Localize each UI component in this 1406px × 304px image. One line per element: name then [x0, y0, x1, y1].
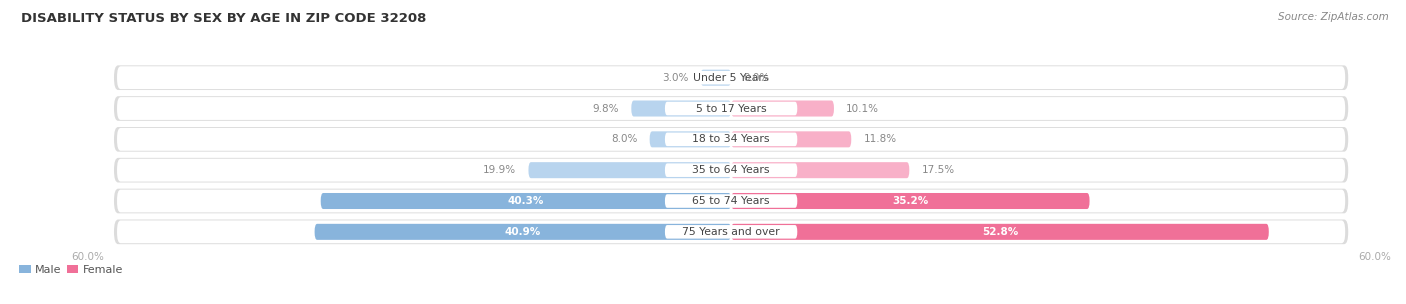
FancyBboxPatch shape [731, 224, 1268, 240]
FancyBboxPatch shape [631, 101, 731, 116]
FancyBboxPatch shape [731, 131, 851, 147]
FancyBboxPatch shape [665, 133, 797, 146]
Text: 40.3%: 40.3% [508, 196, 544, 206]
Text: 9.8%: 9.8% [592, 104, 619, 113]
FancyBboxPatch shape [117, 159, 1346, 181]
FancyBboxPatch shape [315, 224, 731, 240]
FancyBboxPatch shape [117, 220, 1346, 243]
Text: 3.0%: 3.0% [662, 73, 689, 83]
Text: DISABILITY STATUS BY SEX BY AGE IN ZIP CODE 32208: DISABILITY STATUS BY SEX BY AGE IN ZIP C… [21, 12, 426, 25]
Text: 35 to 64 Years: 35 to 64 Years [692, 165, 770, 175]
FancyBboxPatch shape [700, 70, 731, 86]
Text: 65 to 74 Years: 65 to 74 Years [692, 196, 770, 206]
FancyBboxPatch shape [114, 96, 1348, 121]
FancyBboxPatch shape [117, 97, 1346, 120]
Text: 60.0%: 60.0% [72, 251, 104, 261]
FancyBboxPatch shape [117, 66, 1346, 89]
Text: 5 to 17 Years: 5 to 17 Years [696, 104, 766, 113]
FancyBboxPatch shape [731, 162, 910, 178]
FancyBboxPatch shape [665, 163, 797, 177]
FancyBboxPatch shape [731, 193, 1090, 209]
FancyBboxPatch shape [114, 158, 1348, 182]
FancyBboxPatch shape [665, 71, 797, 85]
FancyBboxPatch shape [665, 194, 797, 208]
FancyBboxPatch shape [665, 102, 797, 115]
FancyBboxPatch shape [114, 65, 1348, 90]
Text: Under 5 Years: Under 5 Years [693, 73, 769, 83]
Text: 35.2%: 35.2% [893, 196, 928, 206]
FancyBboxPatch shape [114, 189, 1348, 213]
Text: 8.0%: 8.0% [612, 134, 637, 144]
Text: Source: ZipAtlas.com: Source: ZipAtlas.com [1278, 12, 1389, 22]
Text: 60.0%: 60.0% [1358, 251, 1391, 261]
Legend: Male, Female: Male, Female [15, 260, 128, 279]
Text: 11.8%: 11.8% [863, 134, 897, 144]
FancyBboxPatch shape [114, 127, 1348, 152]
FancyBboxPatch shape [650, 131, 731, 147]
FancyBboxPatch shape [529, 162, 731, 178]
Text: 52.8%: 52.8% [981, 227, 1018, 237]
FancyBboxPatch shape [117, 190, 1346, 212]
Text: 75 Years and over: 75 Years and over [682, 227, 780, 237]
FancyBboxPatch shape [731, 101, 834, 116]
Text: 0.0%: 0.0% [744, 73, 769, 83]
Text: 40.9%: 40.9% [505, 227, 541, 237]
Text: 17.5%: 17.5% [921, 165, 955, 175]
Text: 19.9%: 19.9% [484, 165, 516, 175]
FancyBboxPatch shape [321, 193, 731, 209]
FancyBboxPatch shape [117, 128, 1346, 151]
FancyBboxPatch shape [114, 219, 1348, 244]
Text: 18 to 34 Years: 18 to 34 Years [692, 134, 770, 144]
Text: 10.1%: 10.1% [846, 104, 879, 113]
FancyBboxPatch shape [665, 225, 797, 239]
